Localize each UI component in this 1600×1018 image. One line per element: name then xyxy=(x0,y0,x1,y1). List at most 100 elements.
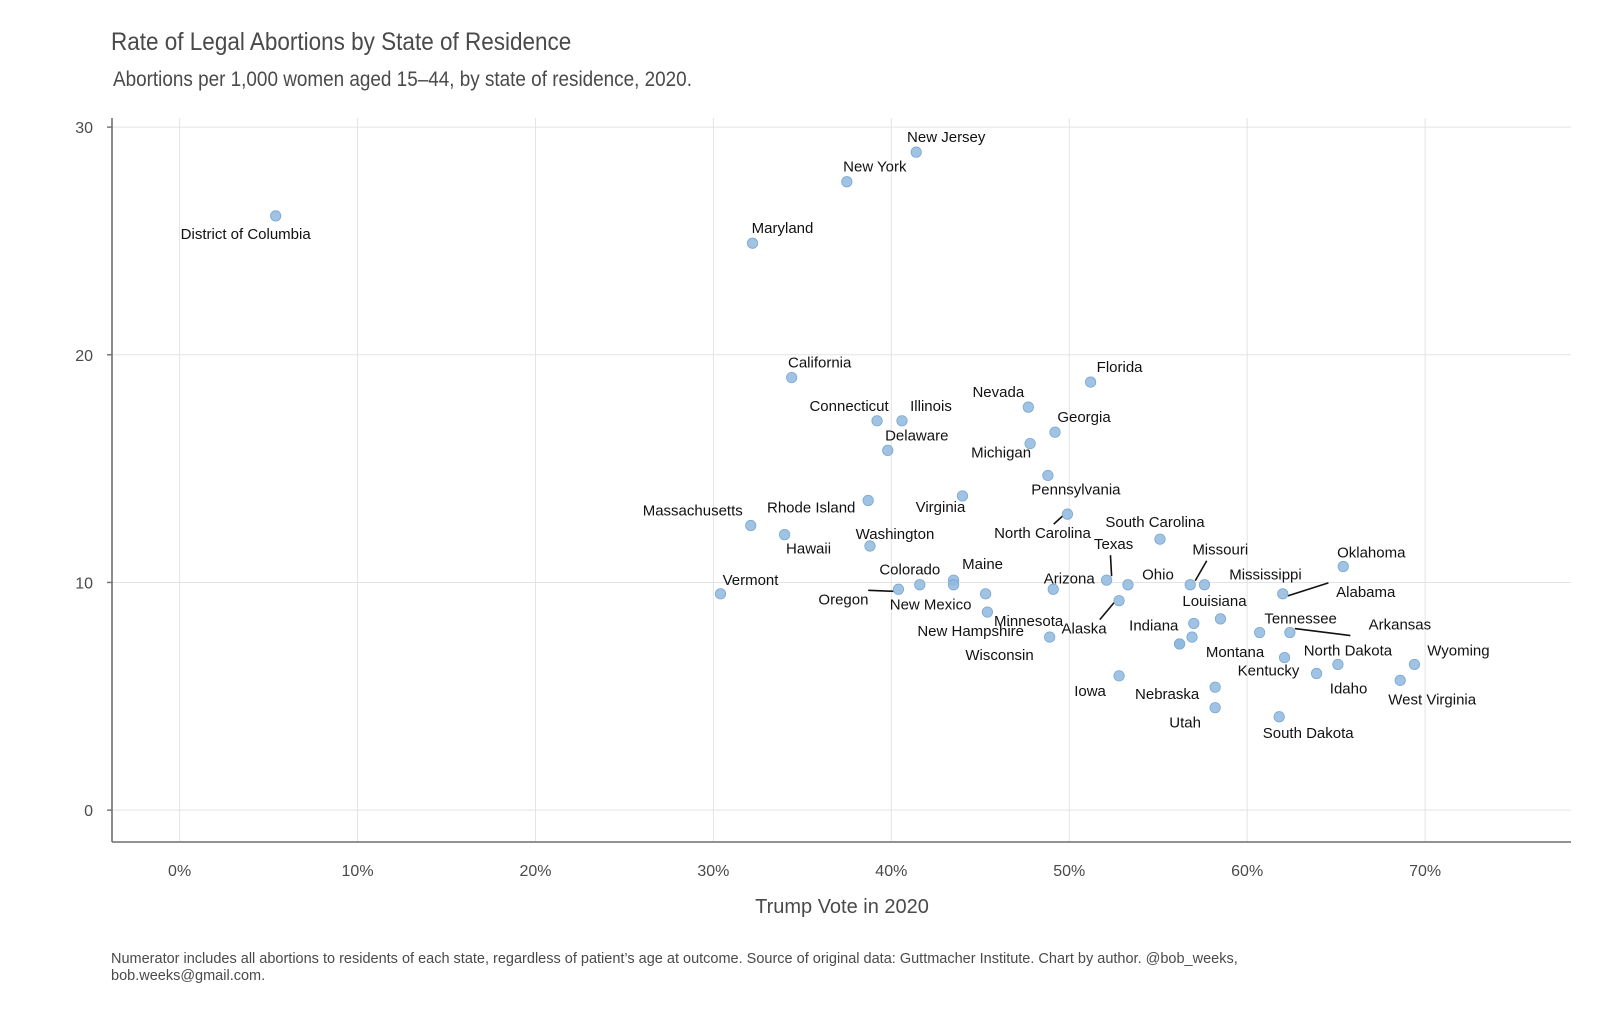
label-oregon: Oregon xyxy=(818,591,868,608)
point-illinois xyxy=(896,415,908,427)
x-tick-label: 10% xyxy=(342,863,374,880)
label-texas: Texas xyxy=(1094,536,1133,553)
point-minnesota xyxy=(981,606,994,618)
label-district-of-columbia: District of Columbia xyxy=(181,226,312,243)
label-missouri: Missouri xyxy=(1192,542,1248,559)
label-north-dakota: North Dakota xyxy=(1304,642,1393,659)
chart-title: Rate of Legal Abortions by State of Resi… xyxy=(111,28,572,56)
label-new-jersey: New Jersey xyxy=(907,129,986,146)
point-pennsylvania xyxy=(1042,469,1054,482)
label-washington: Washington xyxy=(856,526,935,543)
connector-missouri xyxy=(1194,560,1208,582)
connector-oregon xyxy=(868,589,894,593)
point-minnesota xyxy=(980,588,992,600)
point-vermont xyxy=(714,588,727,600)
label-south-carolina: South Carolina xyxy=(1105,514,1205,531)
x-tick-label: 40% xyxy=(875,863,907,880)
point-virginia xyxy=(956,490,969,502)
point-west-virginia xyxy=(1394,674,1406,686)
point-utah xyxy=(1209,702,1221,714)
label-michigan: Michigan xyxy=(971,445,1031,462)
label-maryland: Maryland xyxy=(752,220,814,237)
axes xyxy=(111,118,1571,843)
point-kentucky xyxy=(1278,651,1291,664)
label-west-virginia: West Virginia xyxy=(1388,691,1476,708)
label-montana: Montana xyxy=(1206,644,1265,661)
point-montana xyxy=(1186,631,1198,643)
point-washington xyxy=(864,540,876,552)
label-georgia: Georgia xyxy=(1057,409,1111,426)
label-kentucky: Kentucky xyxy=(1238,663,1300,680)
point-michigan xyxy=(1024,437,1036,450)
label-ohio: Ohio xyxy=(1142,567,1174,584)
label-florida: Florida xyxy=(1097,359,1144,376)
label-hawaii: Hawaii xyxy=(786,541,831,558)
y-tick-label: 20 xyxy=(75,348,93,365)
x-tick-label: 20% xyxy=(519,863,551,880)
point-alaska xyxy=(1113,595,1125,607)
label-maine: Maine xyxy=(962,556,1003,573)
connector-north-carolina xyxy=(1053,515,1064,525)
chart-subtitle: Abortions per 1,000 women aged 15–44, by… xyxy=(113,68,692,91)
point-oklahoma xyxy=(1337,560,1349,573)
point-arkansas xyxy=(1284,626,1296,639)
point-nevada xyxy=(1022,401,1034,413)
point-arizona xyxy=(1047,583,1059,595)
point-new-jersey xyxy=(910,146,922,158)
label-wisconsin: Wisconsin xyxy=(965,647,1033,664)
point-nebraska xyxy=(1209,681,1221,693)
label-iowa: Iowa xyxy=(1074,683,1106,700)
label-minnesota: Minnesota xyxy=(994,613,1064,630)
label-colorado: Colorado xyxy=(879,562,940,579)
label-south-dakota: South Dakota xyxy=(1263,725,1355,742)
label-rhode-island: Rhode Island xyxy=(767,499,855,516)
point-california xyxy=(786,371,798,384)
label-arkansas: Arkansas xyxy=(1369,617,1432,634)
point-iowa xyxy=(1113,670,1125,682)
label-pennsylvania: Pennsylvania xyxy=(1031,481,1121,498)
label-new-mexico: New Mexico xyxy=(890,597,972,614)
label-north-carolina: North Carolina xyxy=(994,525,1091,542)
label-alabama: Alabama xyxy=(1336,584,1396,601)
label-tennessee: Tennessee xyxy=(1264,611,1337,628)
label-oklahoma: Oklahoma xyxy=(1337,545,1406,562)
point-colorado xyxy=(914,579,926,591)
data-points xyxy=(270,146,1421,723)
point-hawaii xyxy=(778,529,791,541)
point-delaware xyxy=(882,444,894,457)
point-georgia xyxy=(1049,426,1061,438)
label-wyoming: Wyoming xyxy=(1427,642,1489,659)
connector-texas xyxy=(1109,555,1113,577)
point-idaho xyxy=(1310,667,1323,680)
label-new-york: New York xyxy=(843,159,907,176)
point-rhode-island xyxy=(862,494,874,507)
label-louisiana: Louisiana xyxy=(1182,593,1247,610)
x-axis-title: Trump Vote in 2020 xyxy=(755,896,929,918)
label-nevada: Nevada xyxy=(972,384,1024,401)
connector-alabama xyxy=(1287,582,1329,597)
label-california: California xyxy=(788,355,852,372)
point-connecticut xyxy=(871,415,883,427)
label-virginia: Virginia xyxy=(916,499,966,516)
point-mississippi xyxy=(1198,579,1211,591)
point-tennessee xyxy=(1254,626,1266,639)
point-north-carolina xyxy=(1061,508,1074,520)
label-connecticut: Connecticut xyxy=(809,398,889,415)
point-kansas xyxy=(1173,638,1186,650)
label-connectors xyxy=(868,515,1351,637)
point-new-mexico xyxy=(947,579,960,591)
point-maryland xyxy=(746,237,759,249)
y-tick-label: 0 xyxy=(84,803,93,820)
point-massachusetts xyxy=(745,519,757,532)
x-tick-label: 0% xyxy=(168,863,191,880)
grid-lines xyxy=(112,118,1571,842)
connector-arkansas xyxy=(1294,627,1351,637)
label-massachusetts: Massachusetts xyxy=(643,503,743,520)
label-indiana: Indiana xyxy=(1129,617,1179,634)
y-tick-label: 10 xyxy=(75,575,93,592)
label-delaware: Delaware xyxy=(885,427,948,444)
label-alaska: Alaska xyxy=(1062,621,1108,638)
label-utah: Utah xyxy=(1169,715,1201,732)
point-north-dakota xyxy=(1332,658,1344,671)
